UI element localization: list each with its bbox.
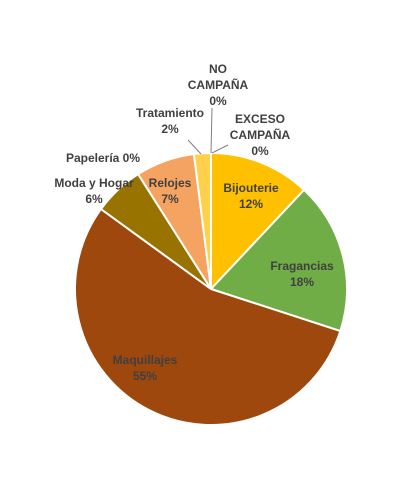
data-label-moda-y-hogar: Moda y Hogar 6% bbox=[54, 176, 134, 206]
pie-slice-tratamiento bbox=[192, 151, 212, 290]
data-label-fragancias: Fragancias 18% bbox=[270, 259, 334, 289]
pie-slice-maquillajes bbox=[74, 207, 342, 426]
data-label-maquillajes: Maquillajes 55% bbox=[113, 353, 178, 383]
data-label-tratamiento: Tratamiento 2% bbox=[136, 106, 204, 136]
data-label-bijouterie: Bijouterie 12% bbox=[223, 181, 279, 211]
leader-line-tratamiento bbox=[187, 139, 202, 155]
data-label-no-campana: NO CAMPAÑA 0% bbox=[188, 62, 249, 108]
pie-slice-bijouterie bbox=[210, 151, 306, 292]
data-label-exceso-campana: EXCESO CAMPAÑA 0% bbox=[230, 112, 291, 158]
data-label-relojes: Relojes 7% bbox=[149, 176, 192, 206]
data-label-papeleria: Papelería 0% bbox=[66, 151, 140, 165]
leader-line-no-campana bbox=[210, 107, 213, 154]
pie-slice-fragancias bbox=[209, 188, 348, 333]
leader-line-exceso-campana bbox=[211, 144, 229, 154]
